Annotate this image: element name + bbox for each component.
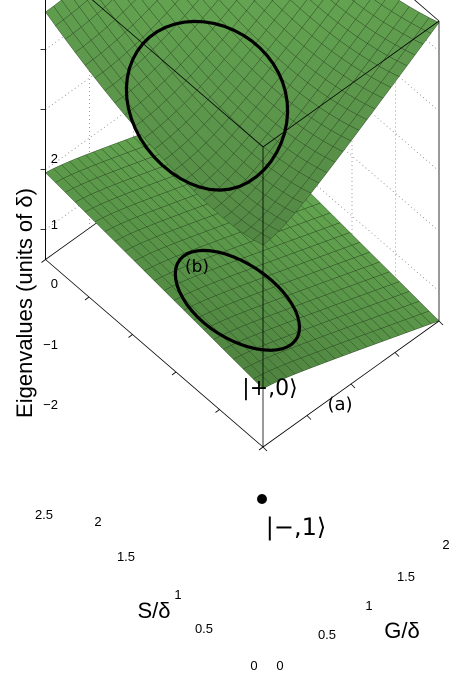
- surface-patch: [127, 0, 136, 5]
- state-plus-zero-label: |+,0⟩: [242, 376, 297, 401]
- g-tick-labels: 0 0.5 1 1.5 2: [276, 537, 449, 673]
- z-axis-label: Eigenvalues (units of δ): [12, 188, 37, 418]
- axis-box-front: [40, 0, 444, 452]
- s-tick: [84, 296, 90, 301]
- surface-patch: [330, 0, 340, 5]
- g-tick-label: 1.5: [397, 569, 415, 584]
- curve-b: [124, 19, 290, 192]
- surface-patch: [252, 233, 272, 246]
- g-tick: [306, 415, 312, 420]
- g-tick: [350, 383, 356, 389]
- box-edge: [91, 0, 264, 148]
- s-axis-label: S/δ: [137, 598, 170, 623]
- upper-eigenvalue-surface: [45, 0, 440, 246]
- s-tick: [41, 259, 46, 263]
- surface-patch: [252, 374, 272, 390]
- s-tick-label: 0: [250, 658, 257, 673]
- g-tick-label: 2: [442, 537, 449, 552]
- path-curves: [124, 19, 302, 352]
- s-tick: [258, 446, 264, 451]
- z-tick-label: 2: [51, 151, 58, 166]
- g-tick-label: 1: [365, 598, 372, 613]
- s-axis-line: [45, 259, 264, 448]
- z-tick-labels: 2 1 0 −1 −2: [43, 151, 58, 412]
- g-tick: [394, 352, 400, 357]
- z-tick-label: 1: [51, 217, 58, 232]
- surface-patch: [171, 0, 179, 5]
- g-axis-label: G/δ: [384, 618, 419, 643]
- s-tick: [128, 334, 133, 338]
- endpoint-marker: [257, 494, 267, 504]
- state-minus-one-label: |−,1⟩: [266, 513, 326, 541]
- s-tick-label: 0.5: [195, 621, 213, 636]
- g-tick-label: 0: [276, 658, 283, 673]
- s-tick: [171, 371, 177, 376]
- z-tick-label: 0: [51, 276, 58, 291]
- g-tick: [262, 446, 268, 452]
- label-b: (b): [185, 257, 209, 277]
- s-tick: [215, 409, 220, 413]
- s-tick-label: 1: [174, 587, 181, 602]
- z-tick-label: −2: [43, 397, 58, 412]
- curve-a: [173, 248, 302, 352]
- g-tick: [438, 320, 444, 326]
- s-tick-labels: 2.5 2 1.5 1 0.5 0: [35, 507, 258, 673]
- g-tick-label: 0.5: [318, 627, 336, 642]
- z-tick-label: −1: [43, 337, 58, 352]
- s-tick-label: 2.5: [35, 507, 53, 522]
- s-tick-label: 1.5: [117, 549, 135, 564]
- s-tick-label: 2: [94, 514, 101, 529]
- box-edge: [262, 20, 440, 148]
- label-a: (a): [327, 394, 352, 415]
